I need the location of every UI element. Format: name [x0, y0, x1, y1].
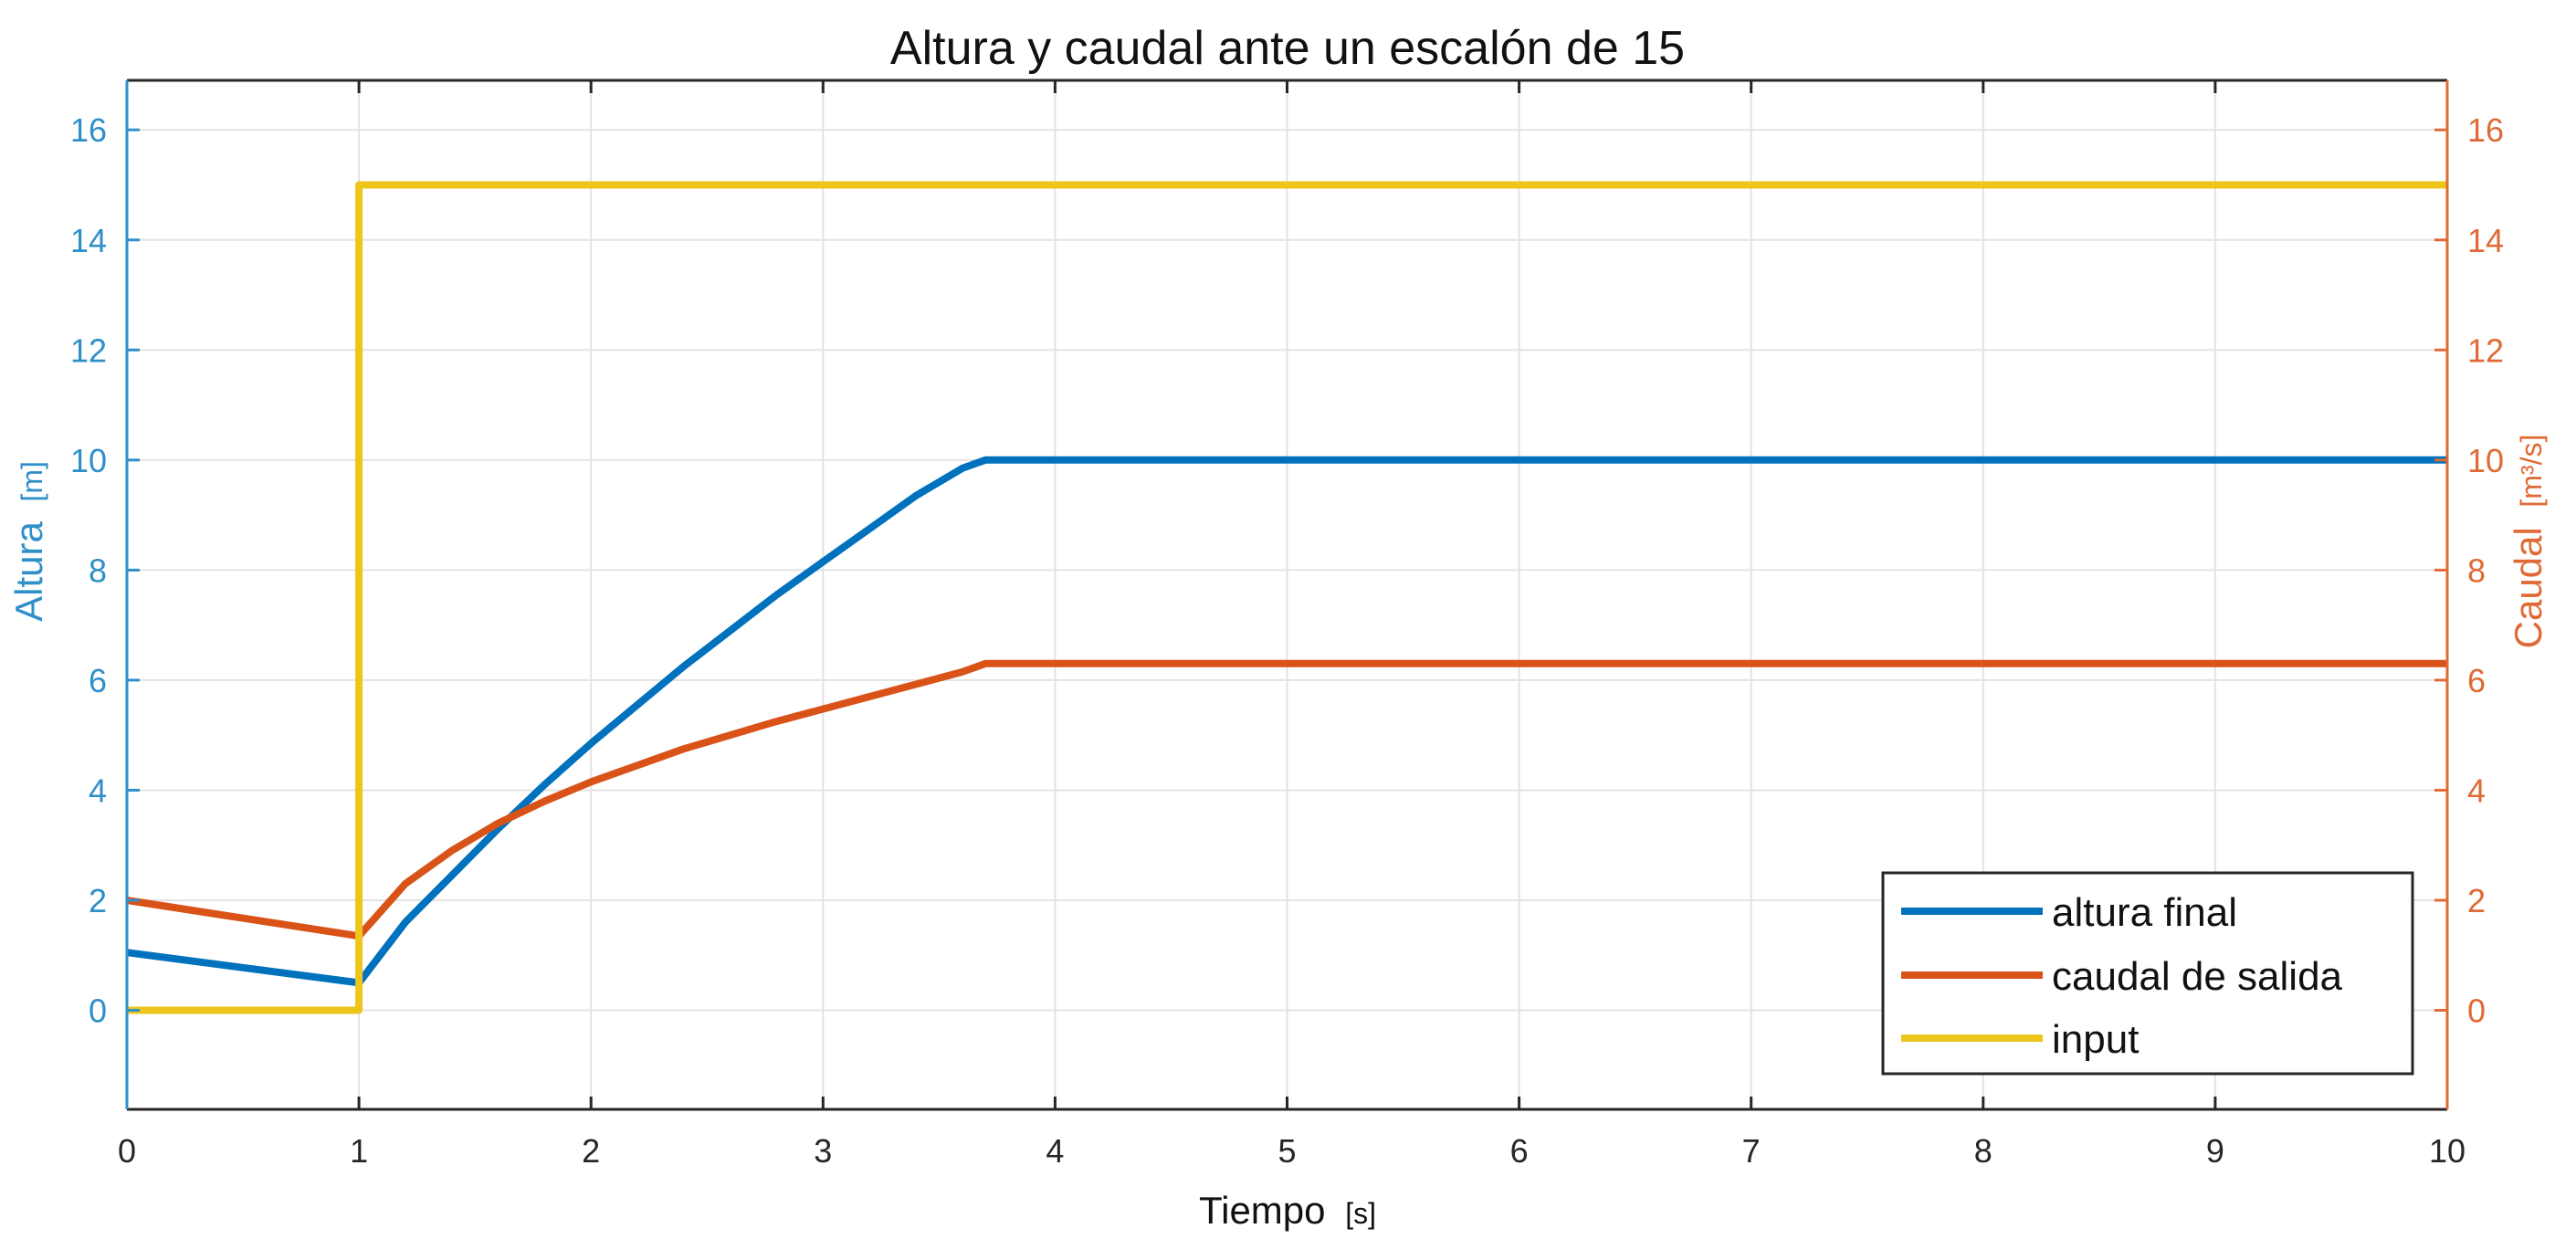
legend: altura final caudal de salida input	[1881, 871, 2414, 1076]
legend-label-altura-final: altura final	[2052, 890, 2237, 935]
x-axis-label-text: Tiempo	[1199, 1189, 1326, 1232]
x-tick-label: 7	[1742, 1132, 1761, 1170]
y-axis-right-unit: [m³/s]	[2515, 435, 2548, 508]
y-axis-right-label: Caudal [m³/s]	[2507, 435, 2550, 649]
series-line-input	[127, 181, 2447, 1014]
x-axis-label: Tiempo [s]	[1199, 1189, 1376, 1232]
x-tick-label: 4	[1046, 1132, 1064, 1170]
y-left-tick-label: 6	[89, 662, 107, 699]
x-tick-label: 10	[2429, 1132, 2466, 1170]
y-left-tick-label: 14	[70, 222, 107, 259]
y-axis-right-label-text: Caudal	[2507, 527, 2550, 648]
x-tick-label: 2	[582, 1132, 600, 1170]
x-tick-label: 0	[118, 1132, 136, 1170]
y-right-tick-label: 4	[2467, 772, 2486, 809]
y-left-tick-label: 8	[89, 551, 107, 589]
x-tick-label: 8	[1974, 1132, 1992, 1170]
series-layer	[126, 181, 2447, 1014]
chart-title: Altura y caudal ante un escalón de 15	[890, 22, 1685, 75]
x-tick-label: 3	[814, 1132, 832, 1170]
series-line-altura-final	[126, 456, 2447, 987]
x-tick-label: 5	[1277, 1132, 1296, 1170]
legend-label-input: input	[2052, 1017, 2139, 1062]
series-line-caudal-de-salida	[126, 659, 2447, 940]
legend-label-caudal-de-salida: caudal de salida	[2052, 954, 2343, 999]
y-axis-left-label: Altura [m]	[7, 461, 50, 622]
x-tick-label: 1	[350, 1132, 368, 1170]
x-tick-label: 6	[1510, 1132, 1529, 1170]
y-left-tick-label: 12	[70, 331, 107, 369]
y-right-tick-label: 16	[2467, 111, 2504, 149]
y-right-tick-label: 2	[2467, 882, 2486, 919]
y-right-tick-label: 8	[2467, 551, 2486, 589]
x-tick-label: 9	[2206, 1132, 2224, 1170]
y-right-tick-label: 0	[2467, 992, 2486, 1030]
y-right-tick-label: 10	[2467, 442, 2504, 479]
y-axis-left-label-text: Altura	[7, 521, 50, 622]
y-axis-left-unit: [m]	[16, 461, 48, 501]
y-right-tick-label: 6	[2467, 662, 2486, 699]
y-left-tick-label: 4	[89, 772, 107, 809]
y-left-tick-label: 10	[70, 442, 107, 479]
y-left-tick-label: 0	[89, 992, 107, 1030]
y-right-tick-label: 14	[2467, 222, 2504, 259]
y-left-tick-label: 2	[89, 882, 107, 919]
y-right-tick-label: 12	[2467, 331, 2504, 369]
axes	[125, 79, 2449, 1111]
x-axis-unit: [s]	[1345, 1197, 1376, 1230]
y-left-tick-label: 16	[70, 111, 107, 149]
